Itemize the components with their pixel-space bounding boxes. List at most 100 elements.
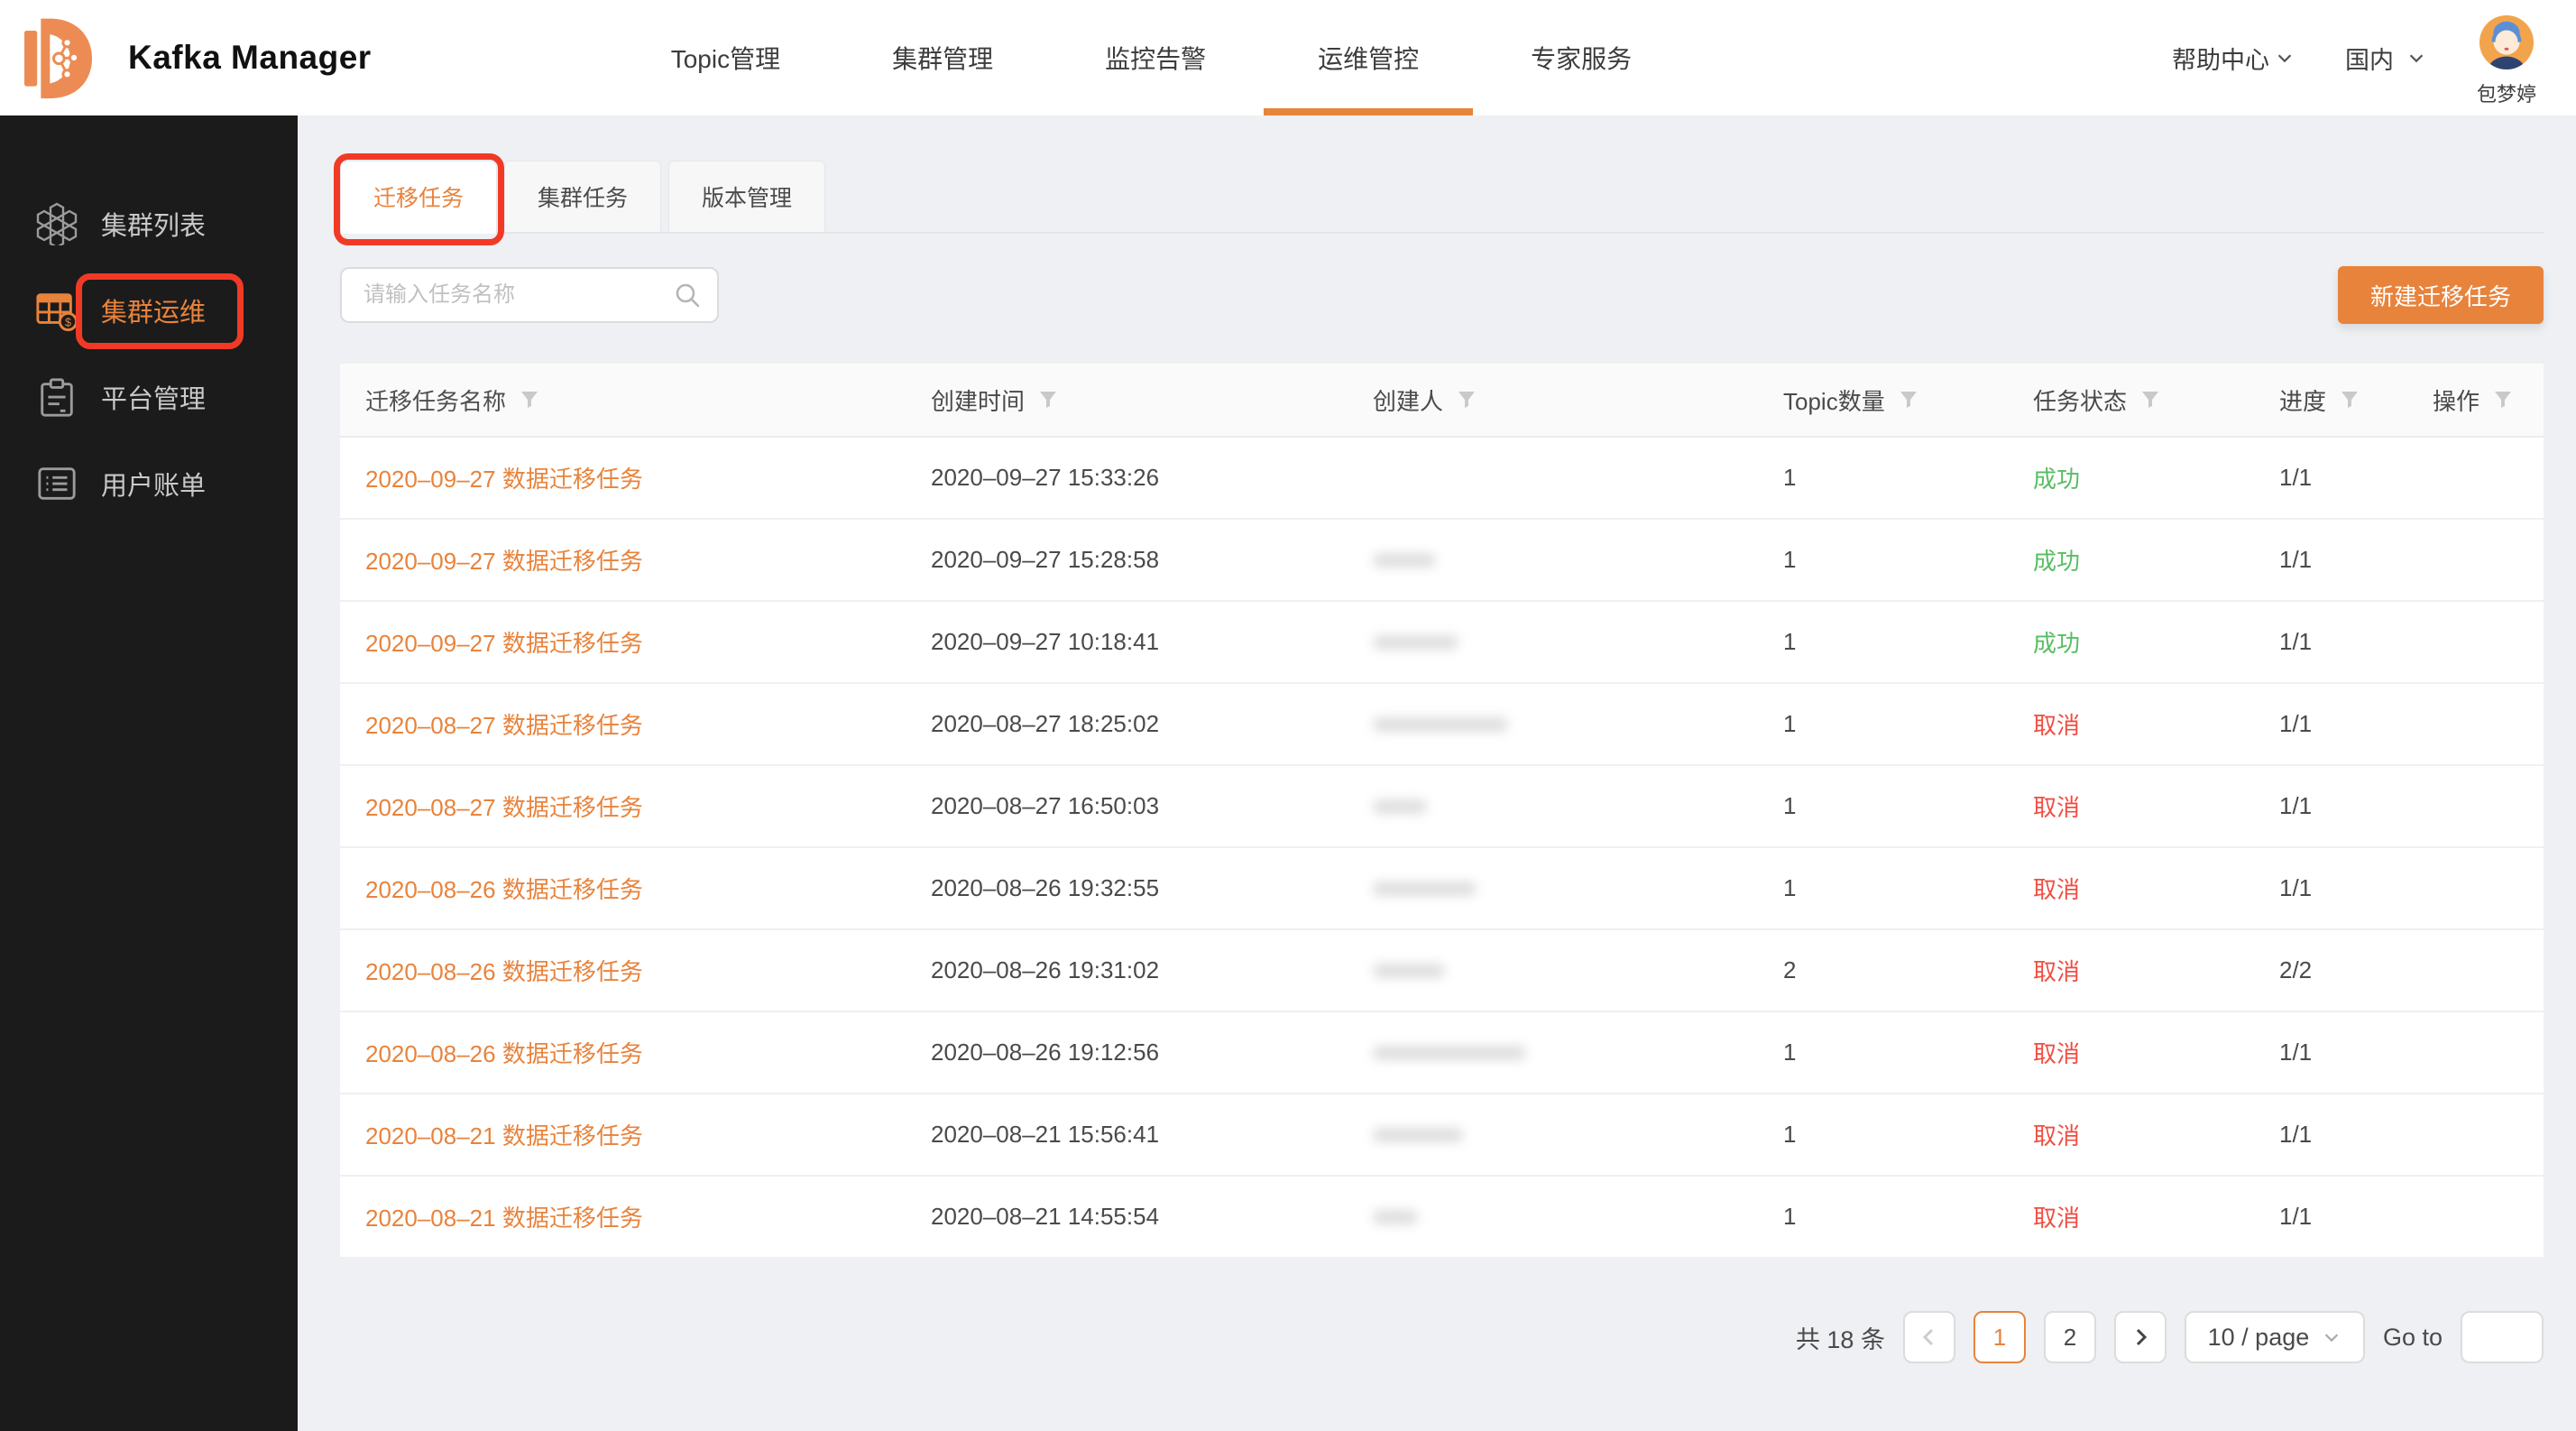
table-row: 2020–09–27 数据迁移任务 2020–09–27 15:28:58 1 … — [340, 520, 2544, 602]
creator-cell — [1373, 799, 1783, 814]
region-menu[interactable]: 国内 — [2345, 41, 2426, 76]
topic-count: 1 — [1783, 628, 1797, 655]
chevron-down-icon — [2325, 1334, 2339, 1343]
filter-icon[interactable] — [1037, 389, 1059, 411]
topic-count: 1 — [1783, 1203, 1797, 1230]
task-name-link[interactable]: 2020–08–27 数据迁移任务 — [365, 712, 643, 739]
sidebar-item-billing[interactable]: 用户账单 — [0, 440, 298, 527]
created-time: 2020–08–26 19:32:55 — [931, 874, 1160, 901]
clipboard-icon — [34, 374, 79, 420]
task-name-link[interactable]: 2020–09–27 数据迁移任务 — [365, 548, 643, 575]
status-badge: 取消 — [2033, 794, 2081, 821]
chevron-down-icon — [2277, 54, 2292, 63]
progress-value: 2/2 — [2279, 956, 2313, 983]
progress-value: 1/1 — [2279, 710, 2313, 737]
status-badge: 取消 — [2033, 1040, 2081, 1067]
filter-icon[interactable] — [2492, 389, 2514, 411]
created-time: 2020–09–27 15:28:58 — [931, 546, 1160, 573]
creator-redacted — [1373, 1045, 1526, 1060]
chevron-left-icon — [1922, 1328, 1934, 1346]
table-body: 2020–09–27 数据迁移任务 2020–09–27 15:33:26 1 … — [340, 438, 2544, 1259]
topic-count: 1 — [1783, 874, 1797, 901]
column-header-creator: 创建人 — [1373, 383, 1783, 417]
help-center-menu[interactable]: 帮助中心 — [2172, 41, 2295, 76]
creator-cell — [1373, 1127, 1783, 1142]
sidebar-item-platform[interactable]: 平台管理 — [0, 354, 298, 440]
sidebar-item-cluster-ops[interactable]: $ 集群运维 — [0, 267, 298, 354]
app-header: Kafka Manager Topic管理 集群管理 监控告警 运维管控 专家服… — [0, 0, 2576, 115]
page-button-1[interactable]: 1 — [1973, 1311, 2026, 1363]
search-input[interactable] — [340, 267, 719, 323]
honeycomb-icon — [34, 201, 79, 246]
table-row: 2020–08–21 数据迁移任务 2020–08–21 14:55:54 1 … — [340, 1177, 2544, 1259]
filter-icon[interactable] — [2139, 389, 2161, 411]
nav-item-cluster[interactable]: 集群管理 — [892, 45, 994, 73]
column-header-actions: 操作 — [2433, 383, 2544, 417]
topic-count: 1 — [1783, 464, 1797, 491]
created-time: 2020–08–21 15:56:41 — [931, 1121, 1160, 1148]
creator-cell — [1373, 1209, 1783, 1224]
tab-cluster-task[interactable]: 集群任务 — [504, 161, 662, 232]
column-header-topics: Topic数量 — [1783, 383, 2033, 417]
goto-page-input[interactable] — [2461, 1311, 2544, 1363]
sidebar-item-cluster-list[interactable]: 集群列表 — [0, 180, 298, 267]
nav-item-expert[interactable]: 专家服务 — [1531, 45, 1633, 73]
task-name-link[interactable]: 2020–08–26 数据迁移任务 — [365, 876, 643, 903]
creator-cell — [1373, 634, 1783, 650]
creator-redacted — [1373, 552, 1436, 568]
task-name-link[interactable]: 2020–09–27 数据迁移任务 — [365, 466, 643, 493]
filter-icon[interactable] — [1898, 389, 1919, 411]
nav-item-topic[interactable]: Topic管理 — [670, 45, 781, 73]
filter-icon[interactable] — [1456, 389, 1477, 411]
brand-logo-icon[interactable] — [18, 11, 112, 105]
created-time: 2020–08–26 19:12:56 — [931, 1039, 1160, 1066]
task-name-link[interactable]: 2020–08–26 数据迁移任务 — [365, 958, 643, 985]
next-page-button[interactable] — [2113, 1311, 2167, 1363]
user-menu[interactable]: 包梦婷 — [2477, 14, 2536, 107]
creator-redacted — [1373, 1209, 1418, 1224]
tab-migration[interactable]: 迁移任务 — [334, 153, 505, 245]
creator-redacted — [1373, 716, 1508, 732]
topic-count: 1 — [1783, 1039, 1797, 1066]
status-badge: 取消 — [2033, 1122, 2081, 1149]
chevron-down-icon — [2409, 54, 2424, 63]
filter-icon[interactable] — [519, 389, 540, 411]
created-time: 2020–08–27 18:25:02 — [931, 710, 1160, 737]
progress-value: 1/1 — [2279, 874, 2313, 901]
region-label: 国内 — [2344, 46, 2394, 74]
page-button-2[interactable]: 2 — [2043, 1311, 2096, 1363]
table-row: 2020–09–27 数据迁移任务 2020–09–27 15:33:26 1 … — [340, 438, 2544, 520]
page-size-select[interactable]: 10 / page — [2184, 1311, 2365, 1363]
status-badge: 取消 — [2033, 876, 2081, 903]
migration-task-table: 迁移任务名称 创建时间 创建人 Topic数量 任务状态 进度 操作 — [340, 364, 2544, 1259]
task-name-link[interactable]: 2020–08–21 数据迁移任务 — [365, 1205, 643, 1232]
task-name-link[interactable]: 2020–08–27 数据迁移任务 — [365, 794, 643, 821]
progress-value: 1/1 — [2279, 546, 2313, 573]
table-row: 2020–08–26 数据迁移任务 2020–08–26 19:12:56 1 … — [340, 1012, 2544, 1094]
task-name-link[interactable]: 2020–08–21 数据迁移任务 — [365, 1122, 643, 1149]
progress-value: 1/1 — [2279, 464, 2313, 491]
created-time: 2020–08–27 16:50:03 — [931, 792, 1160, 819]
create-migration-task-button[interactable]: 新建迁移任务 — [2337, 266, 2544, 324]
sidebar: 集群列表 $ 集群运维 平台管理 — [0, 115, 298, 1431]
nav-item-monitor[interactable]: 监控告警 — [1105, 45, 1207, 73]
created-time: 2020–08–21 14:55:54 — [931, 1203, 1160, 1230]
progress-value: 1/1 — [2279, 628, 2313, 655]
created-time: 2020–09–27 15:33:26 — [931, 464, 1160, 491]
creator-cell — [1373, 881, 1783, 896]
status-badge: 取消 — [2033, 712, 2081, 739]
task-name-link[interactable]: 2020–08–26 数据迁移任务 — [365, 1040, 643, 1067]
status-badge: 取消 — [2033, 1205, 2081, 1232]
created-time: 2020–09–27 10:18:41 — [931, 628, 1160, 655]
nav-item-ops[interactable]: 运维管控 — [1262, 0, 1475, 115]
filter-icon[interactable] — [2339, 389, 2360, 411]
topic-count: 1 — [1783, 1121, 1797, 1148]
table-header-row: 迁移任务名称 创建时间 创建人 Topic数量 任务状态 进度 操作 — [340, 364, 2544, 438]
prev-page-button[interactable] — [1902, 1311, 1955, 1363]
task-name-link[interactable]: 2020–09–27 数据迁移任务 — [365, 630, 643, 657]
tab-version[interactable]: 版本管理 — [668, 161, 826, 232]
search-icon[interactable] — [674, 282, 701, 309]
creator-redacted — [1373, 799, 1427, 814]
creator-cell — [1373, 552, 1783, 568]
help-center-label: 帮助中心 — [2171, 46, 2269, 74]
